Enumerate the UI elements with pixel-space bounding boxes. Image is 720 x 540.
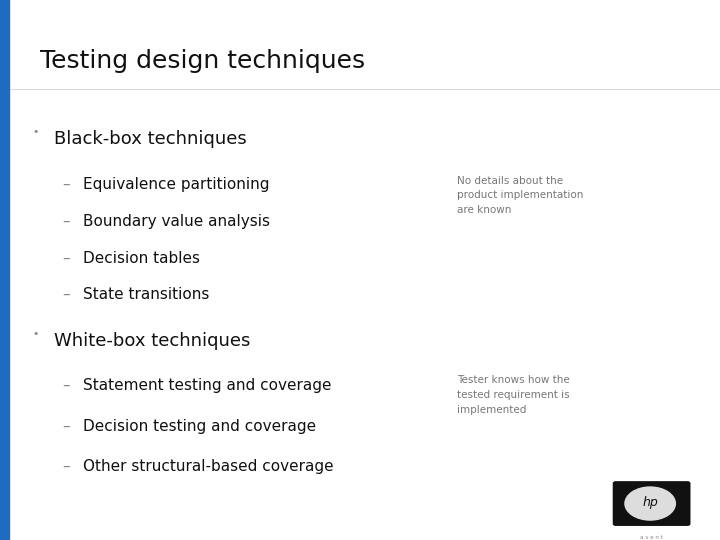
Text: Other structural-based coverage: Other structural-based coverage bbox=[83, 459, 333, 474]
Text: a v e n t: a v e n t bbox=[640, 535, 663, 539]
Text: hp: hp bbox=[642, 496, 658, 509]
Text: –: – bbox=[63, 418, 71, 434]
Text: •: • bbox=[32, 329, 39, 340]
Text: –: – bbox=[63, 177, 71, 192]
Text: –: – bbox=[63, 459, 71, 474]
Text: Decision testing and coverage: Decision testing and coverage bbox=[83, 418, 316, 434]
Text: Equivalence partitioning: Equivalence partitioning bbox=[83, 177, 269, 192]
Text: Decision tables: Decision tables bbox=[83, 251, 200, 266]
Bar bbox=[0, 0, 9, 540]
Text: Boundary value analysis: Boundary value analysis bbox=[83, 214, 270, 229]
Text: State transitions: State transitions bbox=[83, 287, 210, 302]
Text: –: – bbox=[63, 251, 71, 266]
Text: White-box techniques: White-box techniques bbox=[54, 332, 251, 350]
Ellipse shape bbox=[624, 487, 676, 521]
Text: –: – bbox=[63, 378, 71, 393]
Text: –: – bbox=[63, 214, 71, 229]
Text: Statement testing and coverage: Statement testing and coverage bbox=[83, 378, 331, 393]
Text: Black-box techniques: Black-box techniques bbox=[54, 130, 247, 147]
Text: Tester knows how the
tested requirement is
implemented: Tester knows how the tested requirement … bbox=[457, 375, 570, 415]
Text: Testing design techniques: Testing design techniques bbox=[40, 49, 365, 72]
Text: –: – bbox=[63, 287, 71, 302]
Text: •: • bbox=[32, 127, 39, 137]
FancyBboxPatch shape bbox=[613, 481, 690, 526]
Text: No details about the
product implementation
are known: No details about the product implementat… bbox=[457, 176, 584, 215]
